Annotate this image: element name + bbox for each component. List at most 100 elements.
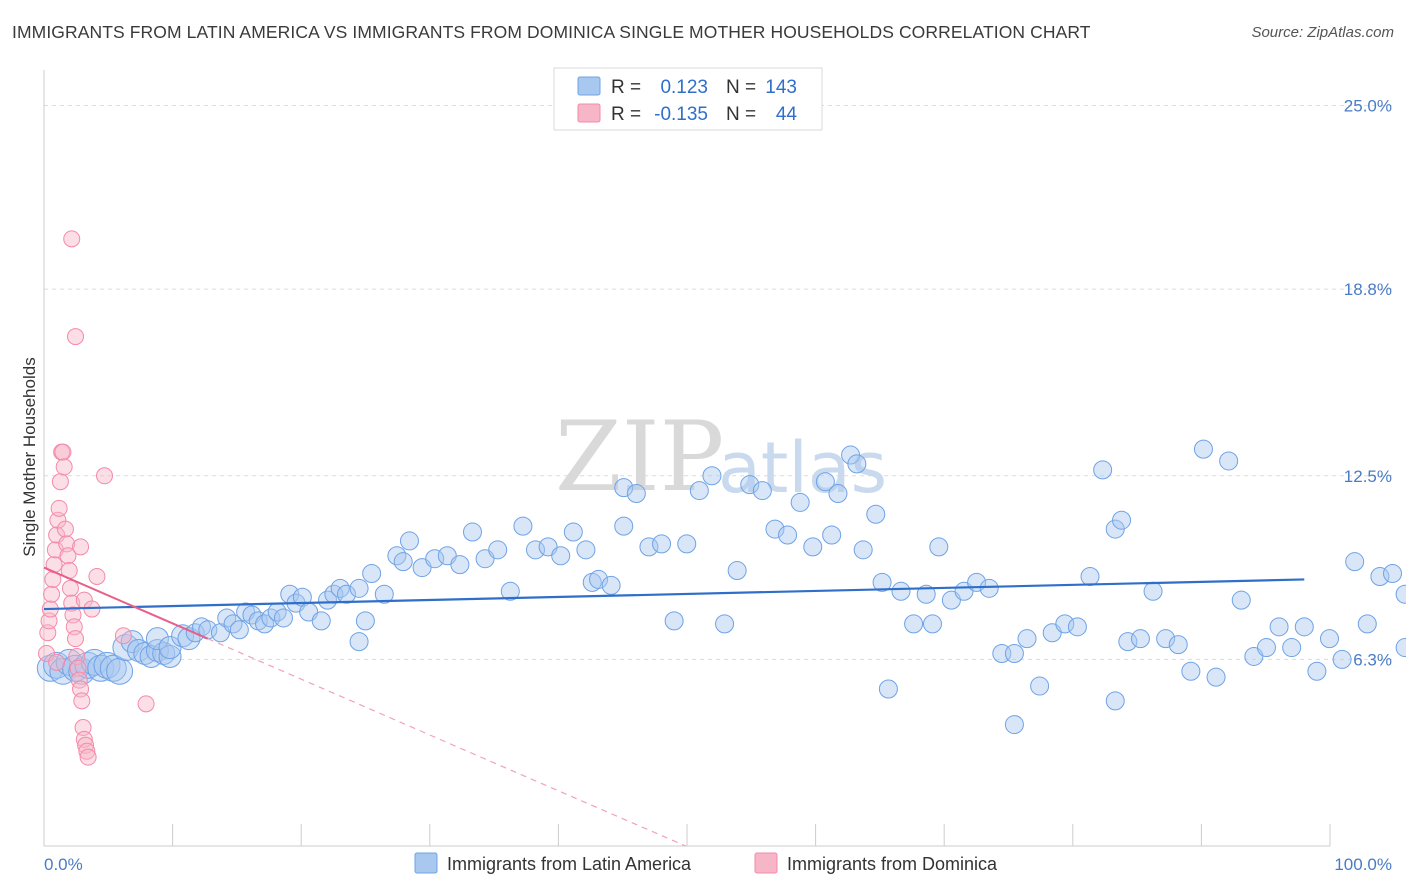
legend-n-label: N = <box>726 77 756 98</box>
legend-bottom-swatch-dominica <box>754 852 778 874</box>
legend-swatch-latin <box>577 76 601 96</box>
point-latin-america <box>374 584 394 604</box>
legend-r-label: R = <box>611 104 641 125</box>
point-latin-america <box>916 584 936 604</box>
grid-lines <box>44 105 1392 660</box>
point-latin-america <box>1168 635 1188 655</box>
point-latin-america <box>752 481 772 501</box>
point-latin-america <box>362 564 382 584</box>
point-dominica <box>48 653 66 671</box>
point-latin-america <box>576 540 596 560</box>
watermark-atlas: atlas <box>718 427 887 509</box>
trend-line-latin-america <box>43 578 1305 611</box>
trend-lines <box>43 566 1305 847</box>
point-latin-america <box>828 484 848 504</box>
point-dominica <box>137 695 155 713</box>
point-latin-america <box>822 525 842 545</box>
point-latin-america <box>929 537 949 557</box>
legend-bottom-swatch-latin <box>414 852 438 874</box>
point-latin-america <box>1193 439 1213 459</box>
point-latin-america <box>740 475 760 495</box>
point-latin-america <box>1282 638 1302 658</box>
point-latin-america <box>866 504 886 524</box>
point-latin-america <box>639 537 659 557</box>
point-latin-america <box>1130 629 1150 649</box>
point-latin-america <box>229 620 249 640</box>
point-dominica <box>95 467 113 485</box>
point-latin-america <box>790 492 810 512</box>
point-latin-america <box>526 540 546 560</box>
y-tick-label: 12.5% <box>1344 467 1392 486</box>
point-latin-america <box>589 569 609 589</box>
legend-top: R = 0.123 N = 143 R = -0.135 N = 44 <box>553 67 823 131</box>
point-dominica <box>50 499 68 517</box>
point-latin-america <box>106 657 134 685</box>
legend-bottom: Immigrants from Latin America Immigrants… <box>414 852 998 874</box>
point-latin-america <box>904 614 924 634</box>
trend-line-dominica <box>43 566 209 640</box>
legend-bottom-label-dominica: Immigrants from Dominica <box>787 854 998 874</box>
point-dominica <box>61 579 79 597</box>
point-latin-america <box>765 519 785 539</box>
point-latin-america <box>727 561 747 581</box>
point-latin-america <box>336 584 356 604</box>
y-tick-label: 25.0% <box>1344 97 1392 116</box>
point-latin-america <box>1395 584 1406 604</box>
point-dominica <box>88 567 106 585</box>
point-latin-america <box>1093 460 1113 480</box>
point-latin-america <box>778 525 798 545</box>
point-latin-america <box>1004 715 1024 735</box>
point-latin-america <box>349 632 369 652</box>
point-latin-america <box>614 516 634 536</box>
point-latin-america <box>891 581 911 601</box>
point-latin-america <box>1345 552 1365 572</box>
point-latin-america <box>614 478 634 498</box>
point-dominica <box>59 547 77 565</box>
point-latin-america <box>1269 617 1289 637</box>
point-latin-america <box>462 522 482 542</box>
point-latin-america <box>273 608 293 628</box>
point-latin-america <box>1319 629 1339 649</box>
point-latin-america <box>1256 638 1276 658</box>
point-latin-america <box>399 531 419 551</box>
point-latin-america <box>500 581 520 601</box>
point-latin-america <box>1370 566 1390 586</box>
legend-n-value: 143 <box>765 77 797 98</box>
point-latin-america <box>1307 661 1327 681</box>
point-latin-america <box>1332 649 1352 669</box>
legend-r-value: -0.135 <box>654 104 708 125</box>
point-latin-america <box>145 627 169 651</box>
point-latin-america <box>1004 643 1024 663</box>
point-latin-america <box>1118 632 1138 652</box>
point-dominica <box>72 538 90 556</box>
legend-n-label: N = <box>726 104 756 125</box>
point-latin-america <box>1206 667 1226 687</box>
point-latin-america <box>1181 661 1201 681</box>
point-latin-america <box>1030 676 1050 696</box>
point-latin-america <box>1294 617 1314 637</box>
point-dominica <box>56 520 74 538</box>
point-dominica <box>55 458 73 476</box>
point-dominica <box>67 328 85 346</box>
point-latin-america <box>127 639 151 663</box>
y-tick-label: 18.8% <box>1344 280 1392 299</box>
point-latin-america <box>355 611 375 631</box>
data-points <box>36 230 1406 766</box>
point-latin-america <box>1055 614 1075 634</box>
legend-n-value: 44 <box>776 104 798 125</box>
point-latin-america <box>450 555 470 575</box>
point-latin-america <box>1357 614 1377 634</box>
y-axis-title: Single Mother Households <box>20 357 39 556</box>
point-latin-america <box>626 484 646 504</box>
point-latin-america <box>551 546 571 566</box>
legend-r-value: 0.123 <box>660 77 708 98</box>
point-latin-america <box>488 540 508 560</box>
axes <box>43 70 1331 847</box>
point-latin-america <box>872 572 892 592</box>
point-latin-america <box>1231 590 1251 610</box>
y-tick-label: 6.3% <box>1353 650 1392 669</box>
point-dominica <box>78 742 96 760</box>
point-latin-america <box>349 578 369 598</box>
point-latin-america <box>803 537 823 557</box>
